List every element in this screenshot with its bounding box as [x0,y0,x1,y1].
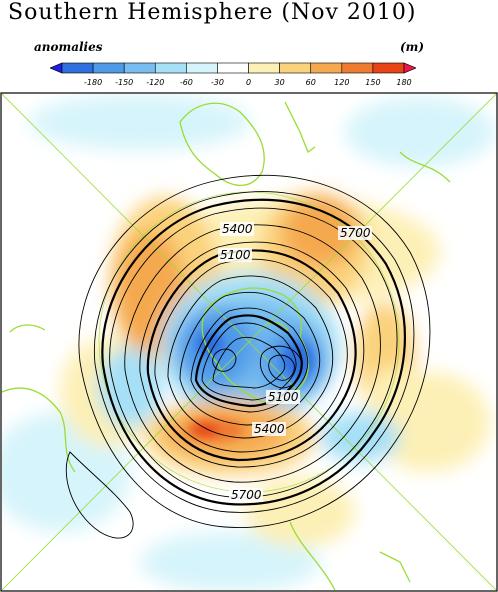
height-contours [65,174,431,539]
colorbar-arrow-high [403,62,416,74]
map-panel: 5700 5400 5100 5100 5400 5700 [0,92,498,592]
colorbar-tick-label: -30 [211,78,224,87]
contour-label-5400-s: 5400 [254,422,285,436]
hemisphere-map: 5700 5400 5100 5100 5400 5700 [0,92,498,592]
page-title: Southern Hemisphere (Nov 2010) [8,0,417,25]
contour-label-5700-ne: 5700 [340,226,371,240]
colorbar-tick-label: -60 [180,78,193,87]
colorbar-swatch [61,62,94,74]
coastlines [2,101,451,590]
colorbar-tick-label: -120 [146,78,164,87]
colorbar-tick-label: 120 [334,78,349,87]
contour-label-5700-s: 5700 [231,488,262,502]
colorbar-swatch [217,62,249,74]
colorbar-legend: -180 -150 -120 -60 -30 0 30 60 120 150 180 [50,62,416,87]
colorbar-swatch [123,62,156,74]
colorbar-swatch [248,62,280,74]
colorbar-tick-label: 150 [365,78,380,87]
colorbar-swatch [310,62,343,74]
colorbar-tick-label: -150 [115,78,133,87]
colorbar-swatch [154,62,187,74]
colorbar-tick-label: 60 [306,78,316,87]
colorbar-swatch [341,62,374,74]
colorbar-swatch [92,62,125,74]
map-frame [0,92,498,592]
contour-label-5400-n: 5400 [222,222,253,236]
units-label: (m) [400,40,425,54]
anomalies-label: anomalies [34,40,103,54]
colorbar-tick-label: 30 [275,78,285,87]
colorbar-tick-label: 180 [396,78,411,87]
colorbar-arrow-low [50,62,63,74]
height-contours-bold [101,198,406,506]
colorbar-swatch [186,62,218,74]
colorbar-tick-label: 0 [246,78,251,87]
colorbar-swatch [372,62,405,74]
contour-label-5100-n: 5100 [220,248,251,262]
colorbar-tick-label: -180 [84,78,102,87]
colorbar-swatch [279,62,312,74]
contour-label-5100-s: 5100 [268,390,299,404]
